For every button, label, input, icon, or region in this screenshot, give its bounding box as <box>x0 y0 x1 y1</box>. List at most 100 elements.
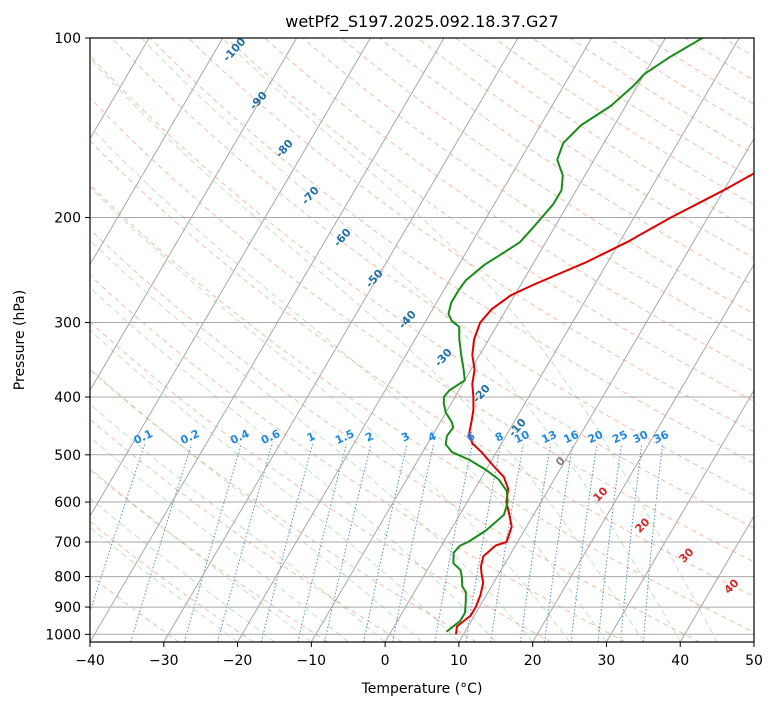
x-tick-label: 30 <box>598 653 616 669</box>
temperature-profile-line <box>455 172 754 635</box>
mixing-ratio-line <box>297 444 347 642</box>
mixing-ratio-label: 0.4 <box>228 427 251 447</box>
y-tick-label: 800 <box>54 570 81 586</box>
y-tick-label: 100 <box>54 31 81 47</box>
y-tick-label: 500 <box>54 448 81 464</box>
moist-adiabat-line <box>141 38 681 642</box>
mixing-ratio-line <box>642 444 664 642</box>
dry-adiabat-line <box>417 38 754 259</box>
moist-adiabat-line <box>90 57 644 642</box>
isotherm-line <box>237 38 593 642</box>
isotherm-label: -70 <box>299 184 322 208</box>
dry-adiabat-line <box>90 521 254 642</box>
x-tick-label: 50 <box>745 653 763 669</box>
moist-adiabat-label: 0 <box>553 454 568 469</box>
moist-adiabat-line <box>90 436 349 642</box>
moist-adiabat-line <box>221 38 718 642</box>
dry-adiabat-line <box>90 140 754 598</box>
dewpoint-profile-line <box>442 38 703 633</box>
x-tick-label: 40 <box>671 653 689 669</box>
isotherm-label: -90 <box>247 89 270 113</box>
mixing-ratio-label: 1.5 <box>333 427 356 447</box>
isotherm-line <box>679 515 754 642</box>
dry-adiabat-line <box>455 38 754 232</box>
dry-adiabat-line <box>90 228 701 642</box>
mixing-ratio-label: 30 <box>631 428 651 446</box>
isotherm-label: -100 <box>220 35 248 64</box>
mixing-ratio-line <box>217 444 273 642</box>
isotherm-line <box>0 38 2 642</box>
moist-adiabat-line <box>90 126 607 642</box>
mixing-ratio-line <box>260 444 314 642</box>
x-tick-label: −40 <box>75 653 105 669</box>
mixing-ratio-line <box>597 444 622 642</box>
isotherm-line <box>90 38 298 392</box>
x-axis-title: Temperature (°C) <box>361 681 483 697</box>
mixing-ratio-label: 20 <box>586 428 606 446</box>
dry-adiabat-line <box>90 97 754 563</box>
isotherm-line <box>310 38 666 642</box>
mixing-ratio-line <box>520 444 552 642</box>
dry-adiabat-line <box>90 418 403 642</box>
isotherm-line <box>605 389 754 642</box>
mixing-ratio-line <box>90 444 146 614</box>
mixing-ratio-label: 3 <box>399 430 411 445</box>
mixing-ratio-label: 16 <box>562 428 582 446</box>
mixing-ratio-line <box>434 444 473 642</box>
moist-adiabat-line <box>90 239 534 642</box>
x-tick-label: −10 <box>297 653 327 669</box>
dry-adiabat-line <box>340 38 754 315</box>
x-tick-label: 0 <box>381 653 390 669</box>
moist-adiabat-label: 10 <box>591 484 611 504</box>
mixing-ratio-line <box>130 444 192 642</box>
y-axis-title: Pressure (hPa) <box>12 290 28 390</box>
isotherm-line <box>90 38 445 642</box>
dry-adiabat-line <box>111 38 754 496</box>
moist-adiabat-label: 30 <box>677 545 697 565</box>
mixing-ratio-line <box>392 444 435 642</box>
dry-adiabat-line <box>90 274 626 642</box>
y-tick-label: 700 <box>54 535 81 551</box>
mixing-ratio-line <box>183 444 242 642</box>
isotherm-line <box>532 263 754 642</box>
chart-title: wetPf2_S197.2025.092.18.37.G27 <box>285 12 559 32</box>
y-tick-label: 300 <box>54 316 81 332</box>
mixing-ratio-label: 13 <box>540 428 559 446</box>
moist-adiabat-label: 40 <box>722 576 742 596</box>
isotherm-label: -60 <box>331 226 354 250</box>
dry-adiabat-line <box>90 321 552 642</box>
isotherm-line <box>384 38 740 642</box>
dry-adiabat-line <box>531 38 754 180</box>
mixing-ratio-line <box>490 444 524 642</box>
dry-adiabat-line <box>264 38 754 372</box>
mixing-ratio-label: 2 <box>363 430 375 445</box>
isotherm-label: -40 <box>396 308 419 332</box>
isotherm-line <box>163 38 519 642</box>
mixing-ratio-label: 25 <box>610 428 629 446</box>
plot-frame <box>89 37 755 643</box>
dry-adiabat-line <box>90 184 754 633</box>
mixing-ratio-label: 10 <box>512 428 532 446</box>
isotherm-label: -80 <box>273 137 296 161</box>
dry-adiabat-line <box>570 38 754 155</box>
dry-adiabat-line <box>761 38 775 642</box>
mixing-ratio-line <box>544 444 574 642</box>
y-tick-label: 600 <box>54 495 81 511</box>
mixing-ratio-line <box>465 444 502 642</box>
dry-adiabat-line <box>187 38 754 433</box>
isotherm-label: -50 <box>363 267 386 291</box>
y-tick-label: 400 <box>54 390 81 406</box>
dry-adiabat-line <box>90 369 477 642</box>
mixing-ratio-line <box>324 444 372 642</box>
mixing-ratio-line <box>620 444 643 642</box>
isotherm-line <box>458 137 754 642</box>
dry-adiabat-line <box>646 38 754 105</box>
moist-adiabat-line <box>90 186 570 642</box>
x-tick-label: 10 <box>450 653 468 669</box>
moist-adiabat-line <box>90 286 497 642</box>
mixing-ratio-label: 0.2 <box>178 427 201 447</box>
x-tick-label: −20 <box>223 653 253 669</box>
mixing-ratio-label: 0.1 <box>132 427 155 447</box>
y-tick-label: 1000 <box>45 627 81 643</box>
